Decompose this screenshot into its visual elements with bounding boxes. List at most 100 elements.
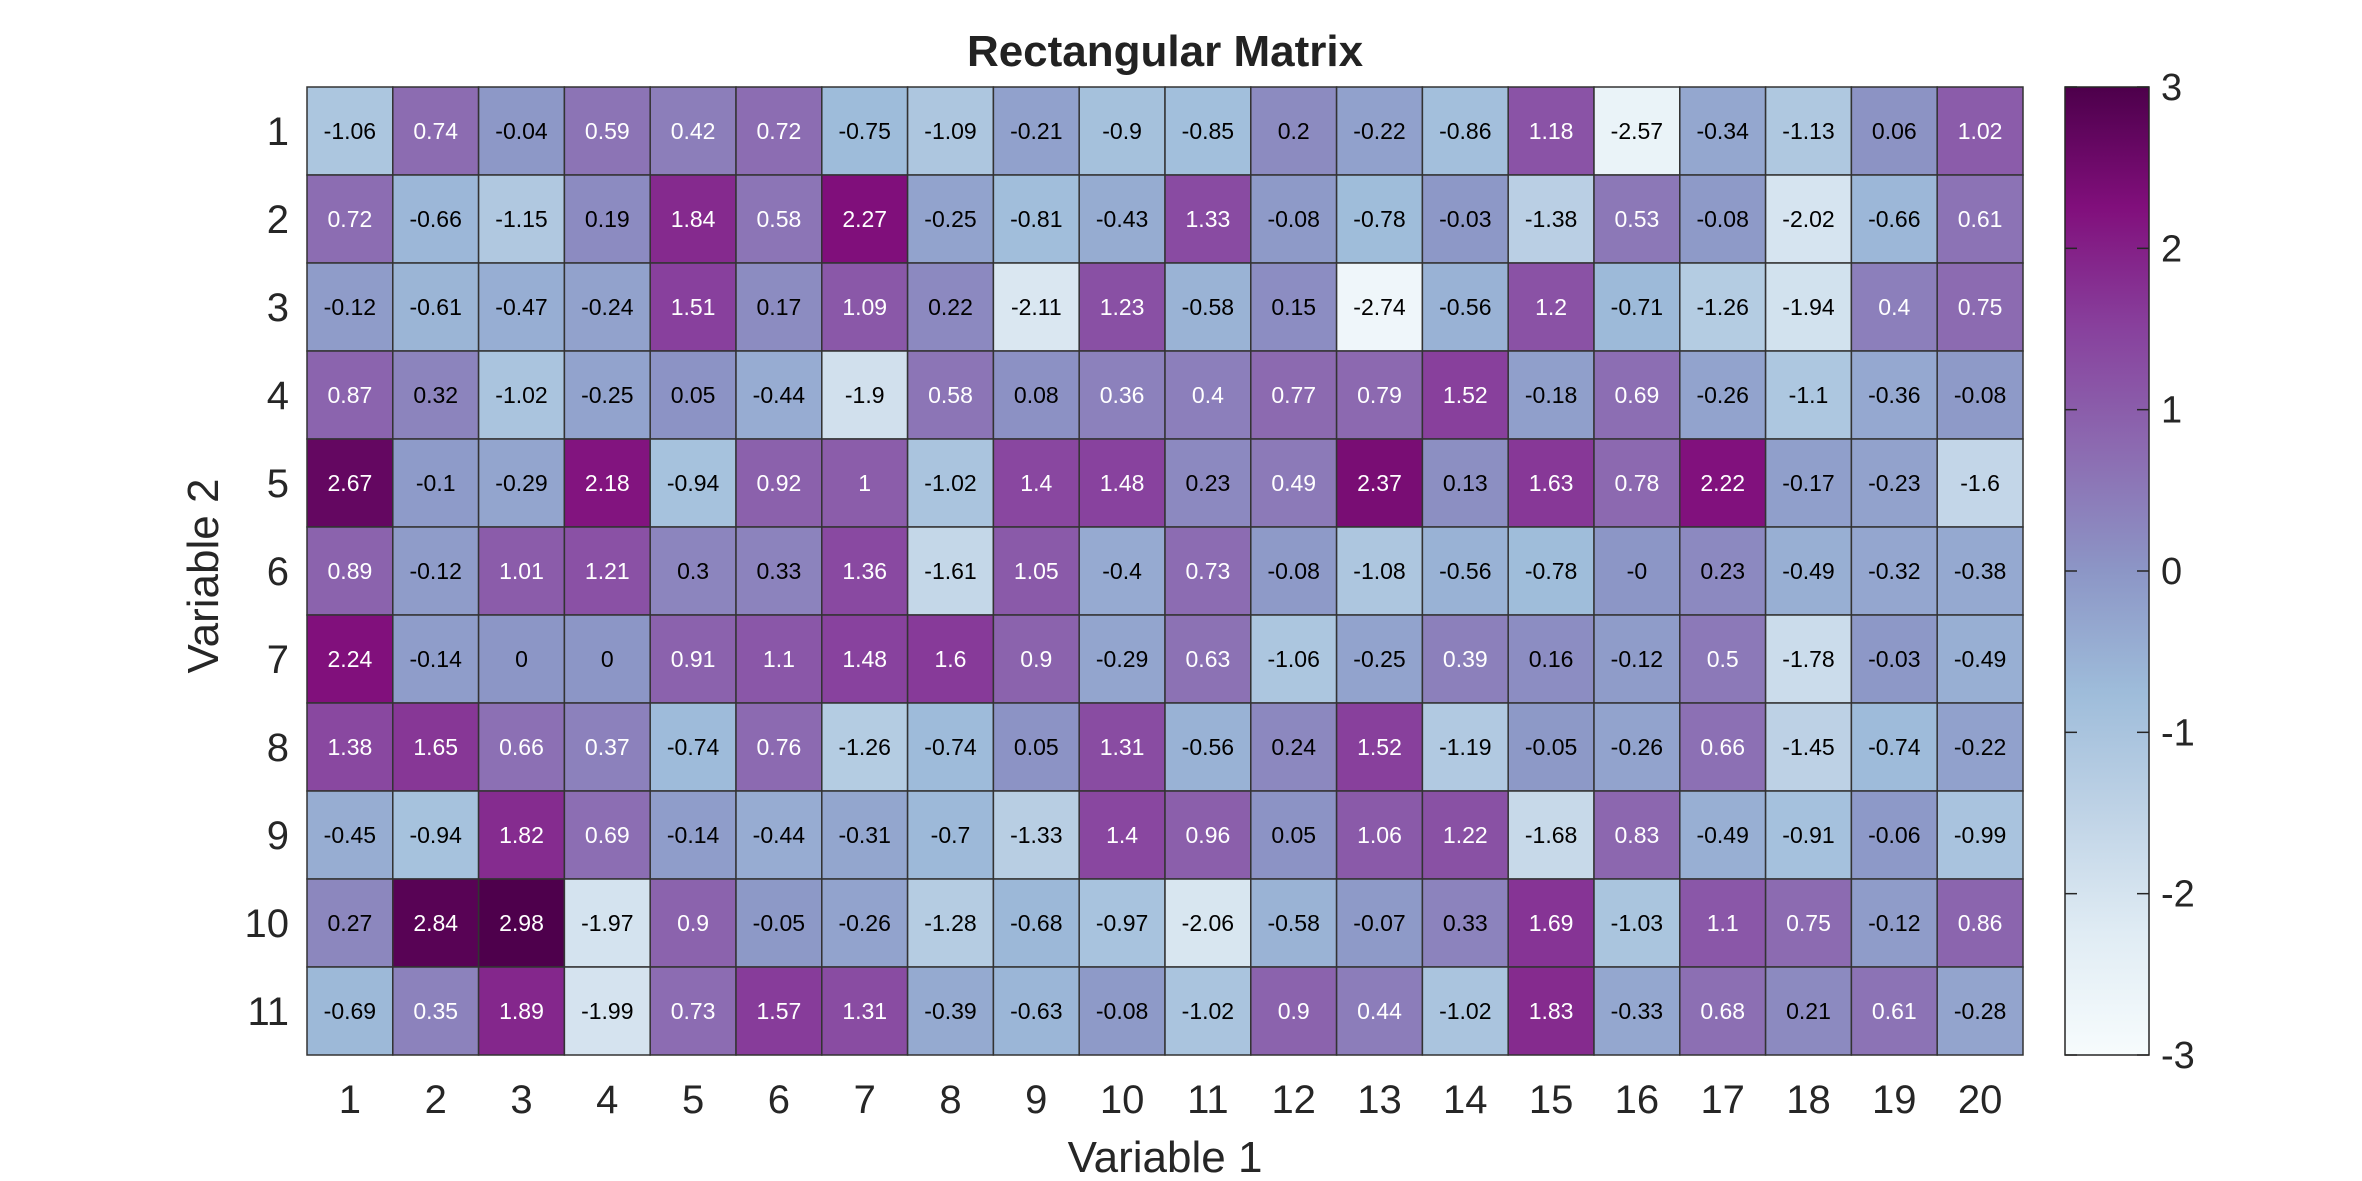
cell-value-label: -0.21	[1010, 118, 1062, 144]
x-tick-label: 1	[339, 1078, 361, 1122]
cell-value-label: -0.99	[1954, 822, 2006, 848]
heatmap-cell	[992, 350, 1080, 440]
cell-value-label: 1.63	[1529, 470, 1574, 496]
heatmap-cell	[1764, 438, 1853, 528]
cell-value-label: -0.25	[1353, 646, 1405, 672]
cell-value-label: -0.58	[1267, 910, 1319, 936]
colorbar-tick-label: 3	[2161, 67, 2182, 109]
cell-value-label: 1.4	[1106, 822, 1138, 848]
heatmap-cell	[1850, 350, 1938, 440]
cell-value-label: -0.04	[495, 118, 548, 144]
cell-value-label: -1.13	[1782, 118, 1834, 144]
heatmap-cell	[392, 702, 480, 792]
heatmap-cell	[1593, 86, 1681, 176]
cell-value-label: 0.19	[585, 206, 630, 232]
cell-value-label: -0.03	[1439, 206, 1491, 232]
heatmap-cell	[821, 174, 909, 264]
heatmap-cell	[1421, 262, 1509, 352]
cell-value-label: -1.38	[1525, 206, 1577, 232]
colorbar: 3 2 1 0 -1 -2 -3	[2064, 67, 2195, 1077]
colorbar-tick-label: -2	[2161, 874, 2195, 916]
cell-value-label: -0.49	[1696, 822, 1748, 848]
heatmap-cell	[1335, 966, 1424, 1056]
cell-value-label: -1.6	[1960, 470, 2000, 496]
heatmap-cell	[992, 174, 1080, 264]
cell-value-label: -0.56	[1439, 558, 1491, 584]
heatmap-cell	[1250, 614, 1338, 704]
cell-value-label: 0.5	[1707, 646, 1739, 672]
heatmap-cell	[1078, 614, 1166, 704]
colorbar-tick-label: 0	[2161, 551, 2182, 593]
cell-value-label: -1.06	[324, 118, 376, 144]
cell-value-label: -0.61	[409, 294, 461, 320]
cell-value-label: 1.09	[842, 294, 887, 320]
cell-value-label: -0.71	[1611, 294, 1663, 320]
heatmap-cell	[1421, 614, 1509, 704]
x-axis-label: Variable 1	[1068, 1133, 1263, 1181]
y-tick-label: 3	[267, 286, 289, 330]
heatmap-cell	[649, 966, 737, 1056]
y-tick-label: 2	[267, 198, 289, 242]
heatmap-cell	[563, 966, 651, 1056]
heatmap-cell	[392, 174, 480, 264]
cell-value-label: 0.35	[413, 998, 458, 1024]
cell-value-label: 0.27	[328, 910, 373, 936]
cell-value-label: 1.01	[499, 558, 544, 584]
cell-value-label: -0.81	[1010, 206, 1062, 232]
cell-value-label: -0.31	[838, 822, 890, 848]
cell-value-label: -0.49	[1782, 558, 1834, 584]
cell-value-label: 1.31	[1100, 734, 1145, 760]
x-tick-label: 3	[510, 1078, 532, 1122]
heatmap-cell	[992, 702, 1080, 792]
cell-value-label: 0.42	[671, 118, 716, 144]
y-tick-label: 6	[267, 550, 289, 594]
heatmap-cell	[1421, 878, 1509, 968]
cell-value-label: -1.9	[845, 382, 885, 408]
heatmap-cell	[1679, 790, 1767, 880]
cell-value-label: -0.85	[1182, 118, 1234, 144]
x-tick-label: 17	[1700, 1078, 1745, 1122]
heatmap-cell	[306, 438, 394, 528]
cell-value-label: 1	[858, 470, 871, 496]
heatmap-cell	[906, 878, 995, 968]
cell-value-label: 1.69	[1529, 910, 1574, 936]
cell-value-label: -0.08	[1954, 382, 2006, 408]
heatmap-cell	[1507, 878, 1595, 968]
cell-value-label: 0.76	[757, 734, 802, 760]
cell-value-label: 1.33	[1186, 206, 1231, 232]
cell-value-label: -0.08	[1267, 558, 1319, 584]
heatmap-cell	[1850, 966, 1938, 1056]
cell-value-label: -0.78	[1353, 206, 1405, 232]
cell-value-label: -0.24	[581, 294, 634, 320]
cell-value-label: 0.33	[1443, 910, 1488, 936]
cell-value-label: -0.38	[1954, 558, 2006, 584]
heatmap-cell	[392, 86, 480, 176]
heatmap-cell	[1593, 526, 1681, 616]
cell-value-label: 0.69	[1615, 382, 1660, 408]
heatmap-cell	[1335, 790, 1424, 880]
y-tick-label: 8	[267, 726, 289, 770]
cell-value-label: -0.12	[1611, 646, 1663, 672]
heatmap-cell	[477, 174, 566, 264]
heatmap-cell	[1593, 350, 1681, 440]
cell-value-label: -0.56	[1439, 294, 1491, 320]
cell-value-label: 0.63	[1186, 646, 1231, 672]
cell-value-label: -2.06	[1182, 910, 1234, 936]
heatmap-cell	[563, 526, 651, 616]
colorbar-gradient	[2064, 86, 2150, 1056]
cell-value-label: 0.9	[1020, 646, 1052, 672]
cell-value-label: -0.08	[1096, 998, 1148, 1024]
x-tick-label: 15	[1529, 1078, 1574, 1122]
cell-value-label: 0.72	[328, 206, 373, 232]
cell-value-label: -1.99	[581, 998, 633, 1024]
x-tick-label: 11	[1187, 1078, 1229, 1122]
heatmap-cell	[1078, 86, 1166, 176]
cell-value-label: 0.75	[1786, 910, 1831, 936]
heatmap-cell	[1164, 702, 1252, 792]
x-tick-label: 12	[1271, 1078, 1316, 1122]
heatmap-cell	[1936, 966, 2024, 1056]
cell-value-label: 0.08	[1014, 382, 1059, 408]
heatmap-cell	[306, 86, 394, 176]
cell-value-label: 0.44	[1357, 998, 1402, 1024]
